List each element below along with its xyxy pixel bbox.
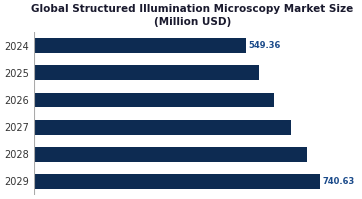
Text: 740.63: 740.63 <box>322 177 354 186</box>
Title: Global Structured Illumination Microscopy Market Size
(Million USD): Global Structured Illumination Microscop… <box>31 4 354 27</box>
Bar <box>34 174 320 189</box>
Bar <box>34 120 291 135</box>
Bar <box>34 147 307 162</box>
Text: 549.36: 549.36 <box>248 41 281 50</box>
Bar <box>34 93 274 107</box>
Bar <box>34 65 259 80</box>
Bar <box>34 38 247 53</box>
